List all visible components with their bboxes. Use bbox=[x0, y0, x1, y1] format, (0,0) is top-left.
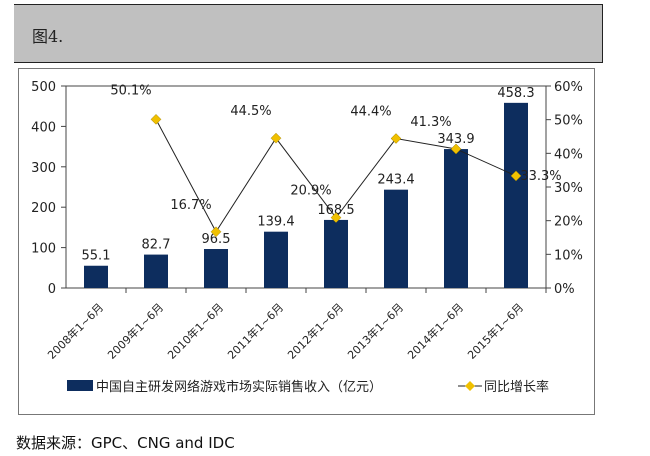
bar-label: 168.5 bbox=[317, 203, 354, 218]
growth-marker bbox=[270, 132, 282, 144]
x-tick-label: 2008年1~6月 bbox=[44, 300, 106, 362]
bar bbox=[264, 231, 288, 288]
growth-label: 16.7% bbox=[170, 198, 211, 213]
legend-marker-icon bbox=[465, 381, 475, 391]
x-tick-label: 2011年1~6月 bbox=[224, 300, 286, 362]
growth-marker bbox=[150, 113, 162, 125]
y-left-tick-label: 300 bbox=[31, 161, 56, 176]
bar-label: 458.3 bbox=[497, 86, 534, 101]
x-tick-label: 2009年1~6月 bbox=[104, 300, 166, 362]
bar bbox=[204, 249, 228, 288]
y-left-tick-label: 0 bbox=[48, 282, 56, 297]
legend-bar-label: 中国自主研发网络游戏市场实际销售收入（亿元） bbox=[96, 379, 382, 395]
legend-bar-swatch bbox=[67, 380, 93, 391]
y-left-tick-label: 100 bbox=[31, 242, 56, 257]
bar-label: 82.7 bbox=[142, 238, 171, 253]
growth-marker bbox=[330, 212, 342, 223]
y-right-tick-label: 50% bbox=[554, 114, 583, 129]
y-right-tick-label: 30% bbox=[554, 181, 583, 196]
bar-label: 96.5 bbox=[202, 232, 231, 247]
growth-label: 50.1% bbox=[110, 83, 151, 98]
bar bbox=[144, 254, 168, 288]
x-tick-label: 2010年1~6月 bbox=[164, 300, 226, 362]
y-right-tick-label: 60% bbox=[554, 80, 583, 95]
y-left-tick-label: 200 bbox=[31, 201, 56, 216]
growth-marker bbox=[390, 133, 402, 144]
bar bbox=[384, 189, 408, 288]
chart: 0 100 200 300 400 500 0% 10% 20% 30% 40% 50% 60% 55.1… bbox=[18, 68, 595, 415]
legend-line-label: 同比增长率 bbox=[484, 379, 549, 395]
bar-label: 55.1 bbox=[82, 249, 111, 264]
growth-label: 44.5% bbox=[230, 104, 271, 119]
figure-header: 图4. bbox=[14, 4, 603, 63]
bar bbox=[444, 149, 468, 288]
growth-marker bbox=[210, 226, 222, 238]
growth-marker bbox=[510, 170, 522, 182]
y-right-tick-label: 20% bbox=[554, 215, 583, 230]
y-left-tick-label: 400 bbox=[31, 120, 56, 135]
data-source: 数据来源：GPC、CNG and IDC bbox=[16, 434, 235, 452]
y-right-tick-label: 0% bbox=[554, 282, 575, 297]
bar-label: 139.4 bbox=[257, 215, 294, 230]
x-tick-label: 2014年1~6月 bbox=[404, 300, 466, 362]
bar-label: 343.9 bbox=[437, 132, 474, 147]
y-left-tick-label: 500 bbox=[31, 80, 56, 95]
bar-label: 243.4 bbox=[377, 173, 414, 188]
bar bbox=[504, 102, 528, 288]
growth-label: 33.3% bbox=[520, 169, 561, 184]
growth-label: 44.4% bbox=[350, 105, 391, 120]
x-tick-label: 2012年1~6月 bbox=[284, 300, 346, 362]
x-tick-label: 2013年1~6月 bbox=[344, 300, 406, 362]
chart-frame bbox=[18, 68, 595, 415]
y-right-tick-label: 10% bbox=[554, 248, 583, 263]
figure-title: 图4. bbox=[32, 27, 64, 46]
growth-marker bbox=[450, 143, 462, 155]
bar bbox=[84, 265, 108, 288]
bar bbox=[324, 219, 348, 288]
y-right-tick-label: 40% bbox=[554, 147, 583, 162]
growth-label: 41.3% bbox=[410, 115, 451, 130]
x-tick-label: 2015年1~6月 bbox=[464, 300, 526, 362]
growth-label: 20.9% bbox=[290, 184, 331, 199]
